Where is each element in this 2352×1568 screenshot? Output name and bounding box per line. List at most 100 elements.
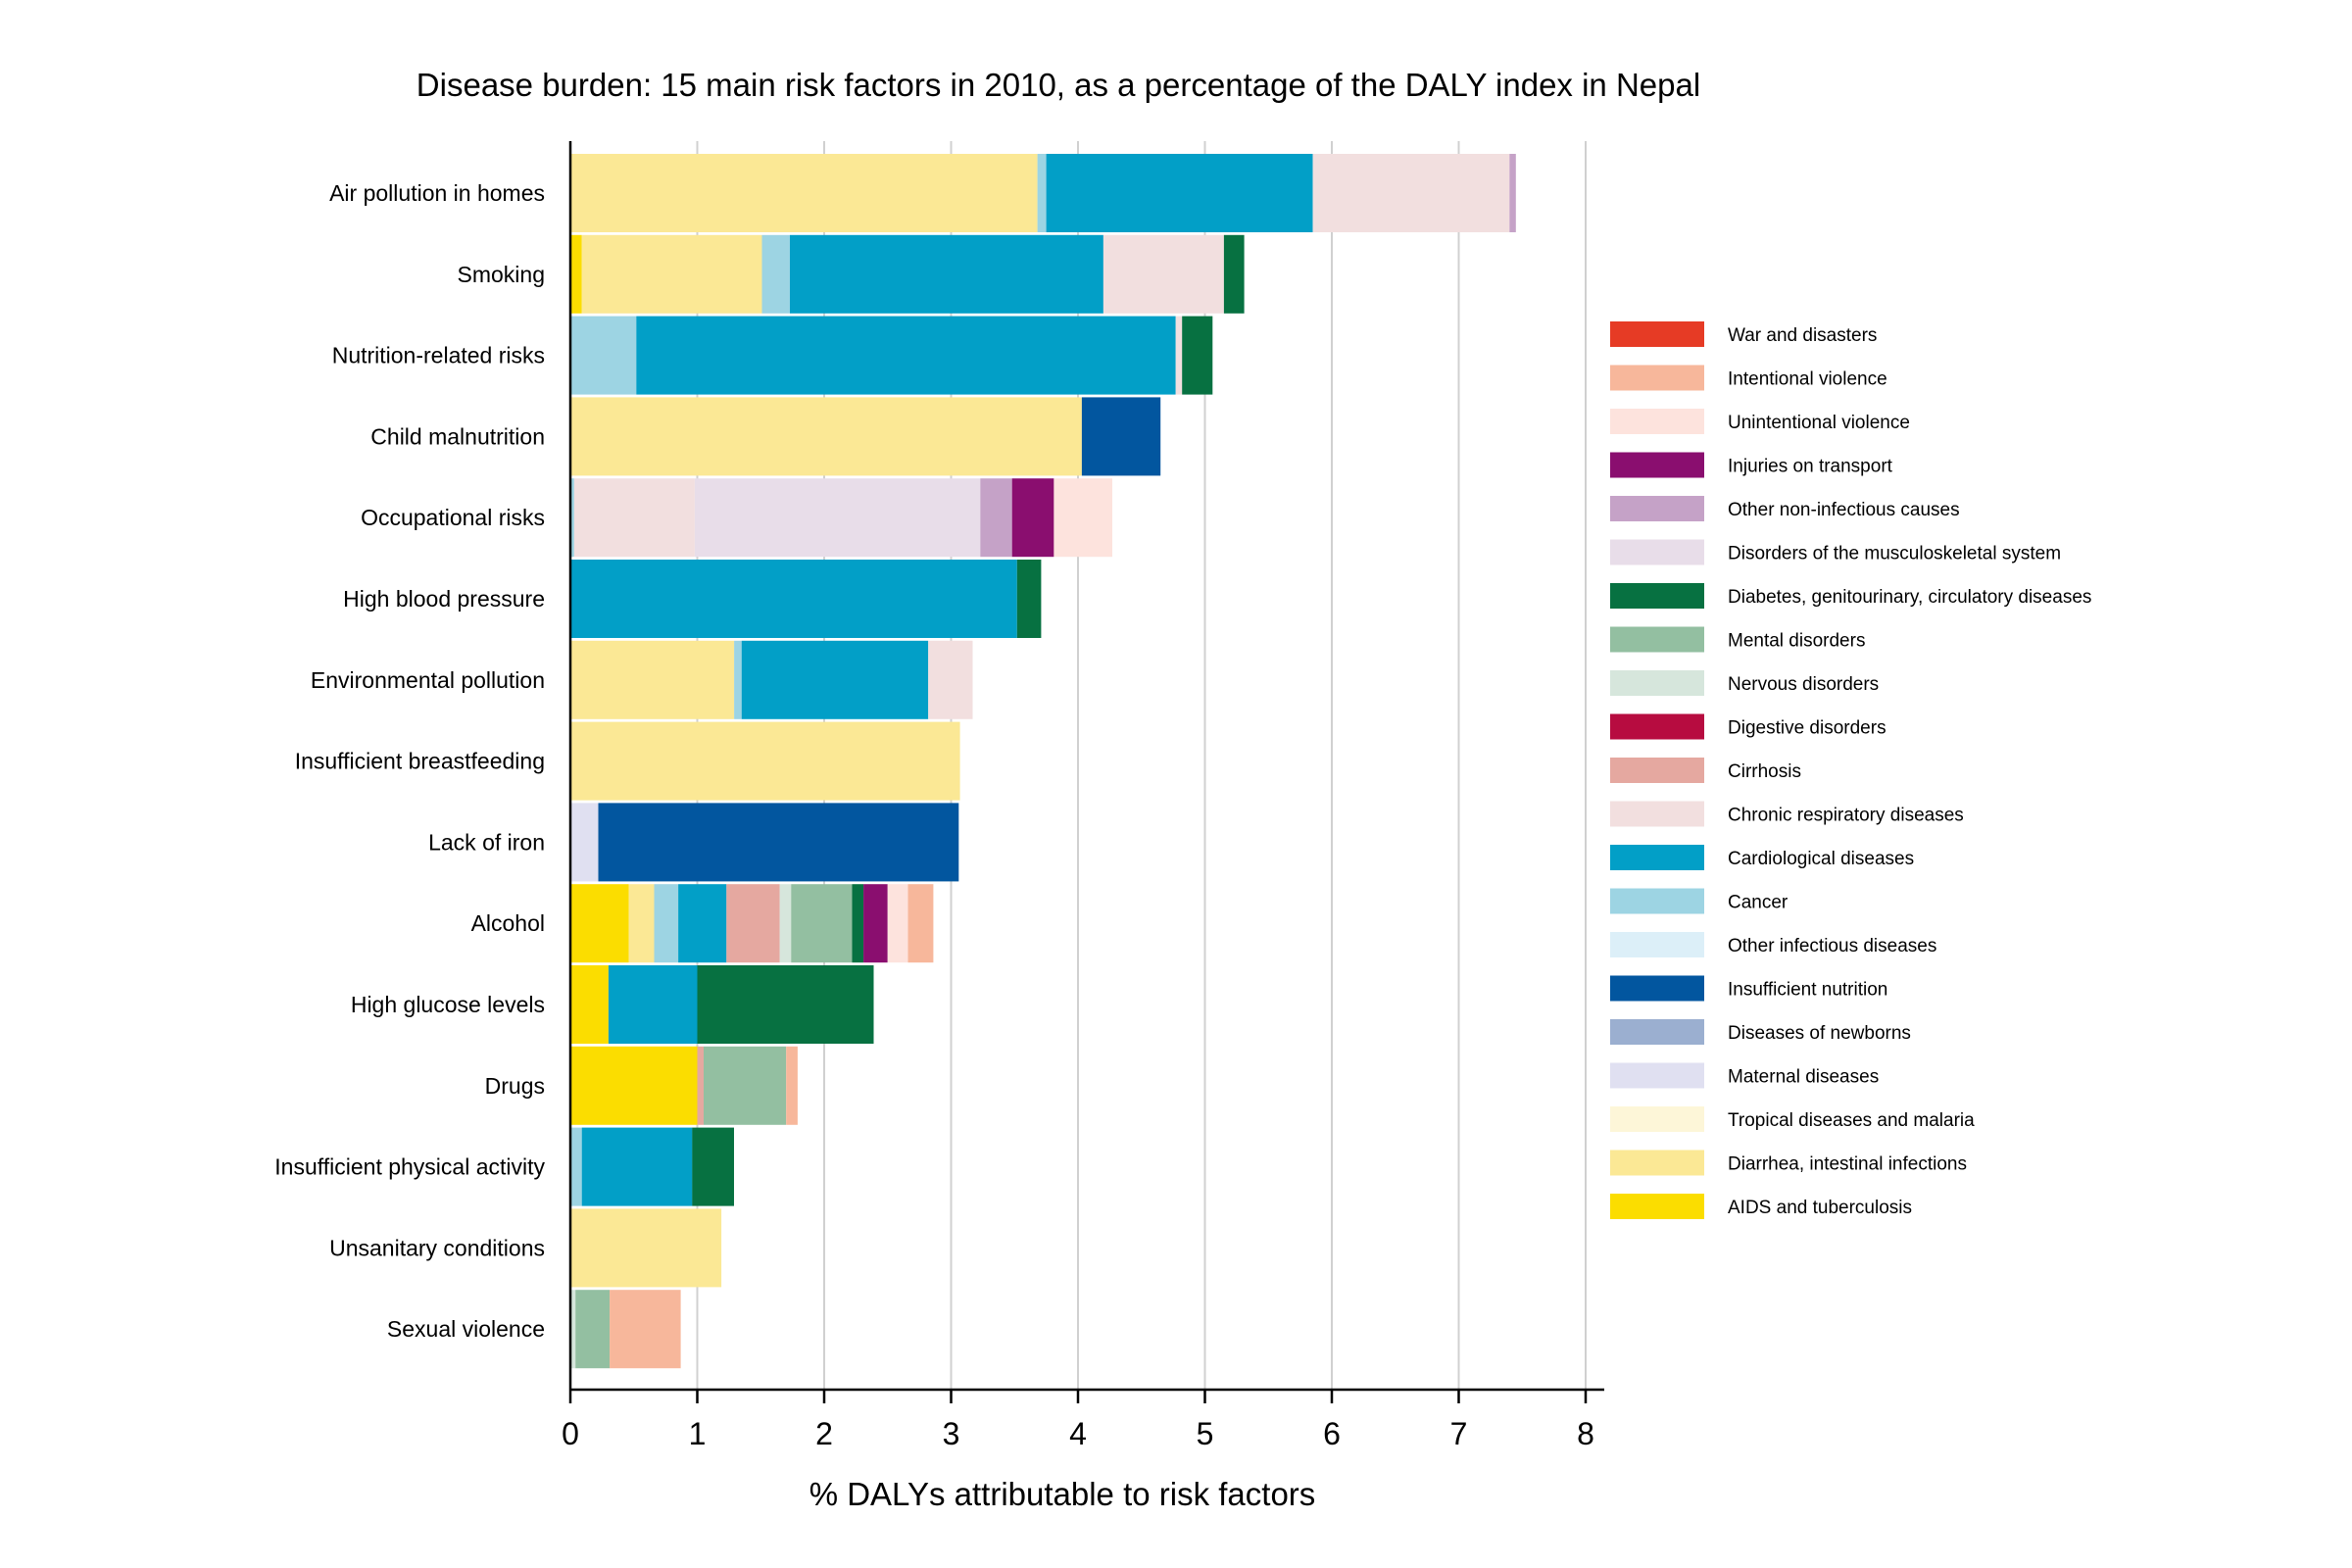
- bar-segment: [1102, 234, 1224, 314]
- x-axis-title: % DALYs attributable to risk factors: [809, 1476, 1316, 1512]
- x-tick-label: 1: [689, 1416, 707, 1451]
- legend-label: Diseases of newborns: [1728, 1023, 1911, 1044]
- legend-label: Diabetes, genitourinary, circulatory dis…: [1728, 587, 2091, 608]
- legend-label: War and disasters: [1728, 325, 1877, 346]
- x-tick-label: 3: [943, 1416, 960, 1451]
- category-label: High glucose levels: [351, 992, 545, 1017]
- bar-segment: [1175, 316, 1183, 395]
- bar-segment: [570, 640, 735, 719]
- bar-segment: [570, 884, 629, 963]
- bar-segment: [636, 316, 1176, 395]
- x-tick-labels: 0 1 2 3 4 5 6 7 8: [562, 1416, 1594, 1451]
- category-label: Drugs: [485, 1073, 545, 1099]
- legend-swatch: [1610, 409, 1704, 434]
- bar-segment: [598, 803, 959, 882]
- bar-segment: [704, 1046, 787, 1125]
- category-labels: Air pollution in homes Smoking Nutrition-r…: [274, 180, 545, 1342]
- legend-swatch: [1610, 713, 1704, 740]
- axes: [568, 141, 1604, 1403]
- legend-swatch: [1610, 1062, 1704, 1089]
- bar-segment: [570, 478, 574, 558]
- legend-swatch: [1610, 365, 1704, 391]
- legend-swatch: [1610, 932, 1704, 957]
- legend-label: Disorders of the musculoskeletal system: [1728, 544, 2061, 564]
- category-label: Alcohol: [471, 910, 545, 936]
- legend-swatch: [1610, 626, 1704, 653]
- legend-label: Digestive disorders: [1728, 718, 1886, 739]
- bar-segment: [570, 397, 1082, 476]
- bar-segment: [570, 721, 960, 801]
- x-tick-label: 5: [1197, 1416, 1214, 1451]
- legend-label: Other non-infectious causes: [1728, 500, 1960, 520]
- bar-segment: [980, 478, 1012, 558]
- legend-swatch: [1610, 583, 1704, 609]
- legend-label: AIDS and tuberculosis: [1728, 1198, 1912, 1218]
- bar-segment: [697, 965, 874, 1044]
- bar-segment: [1312, 154, 1510, 232]
- x-tick-label: 0: [562, 1416, 579, 1451]
- bar-segment: [791, 884, 853, 963]
- x-tick-label: 8: [1577, 1416, 1594, 1451]
- legend-label: Injuries on transport: [1728, 457, 1893, 477]
- x-tick-label: 6: [1323, 1416, 1341, 1451]
- legend-swatch: [1610, 539, 1704, 565]
- bar-segment: [1011, 478, 1054, 558]
- legend-swatch: [1610, 1194, 1704, 1219]
- x-tick-label: 2: [815, 1416, 833, 1451]
- category-label: Insufficient physical activity: [274, 1154, 545, 1180]
- bar-segment: [1054, 478, 1112, 558]
- category-label: Air pollution in homes: [329, 180, 545, 206]
- bar-segment: [734, 640, 742, 719]
- bar-segment: [694, 478, 981, 558]
- legend-label: Cirrhosis: [1728, 761, 1801, 782]
- bar-segment: [1081, 397, 1161, 476]
- bar-segment: [1182, 316, 1213, 395]
- legend-label: Cancer: [1728, 893, 1788, 913]
- legend-label: Maternal diseases: [1728, 1067, 1879, 1088]
- legend-swatch: [1610, 452, 1704, 478]
- bar-segment: [573, 478, 695, 558]
- category-label: Nutrition-related risks: [332, 343, 545, 368]
- bar-segment: [863, 884, 888, 963]
- bar-segment: [1046, 154, 1313, 232]
- legend-label: Mental disorders: [1728, 631, 1865, 652]
- legend-swatch: [1610, 1019, 1704, 1045]
- bars: [570, 154, 1516, 1369]
- legend-swatch: [1610, 1106, 1704, 1132]
- legend-label: Other infectious diseases: [1728, 936, 1936, 956]
- bar-segment: [786, 1046, 798, 1125]
- bar-segment: [697, 1046, 704, 1125]
- legend-label: Nervous disorders: [1728, 674, 1879, 695]
- legend-label: Chronic respiratory diseases: [1728, 806, 1964, 826]
- chart-title: Disease burden: 15 main risk factors in …: [416, 67, 1700, 103]
- bar-segment: [581, 234, 762, 314]
- category-label: Occupational risks: [361, 505, 545, 530]
- bar-segment: [570, 1208, 722, 1288]
- category-label: Insufficient breastfeeding: [295, 749, 545, 774]
- bar-segment: [1223, 234, 1245, 314]
- bar-segment: [570, 154, 1038, 232]
- category-label: High blood pressure: [343, 586, 545, 612]
- bar-segment: [628, 884, 655, 963]
- bar-segment: [741, 640, 929, 719]
- bar-segment: [570, 1046, 698, 1125]
- bar-segment: [1037, 154, 1047, 232]
- legend-label: Unintentional violence: [1728, 413, 1910, 433]
- bar-segment: [581, 1127, 693, 1206]
- legend-swatch: [1610, 321, 1704, 347]
- bar-segment: [790, 234, 1103, 314]
- legend-swatch: [1610, 801, 1704, 827]
- bar-segment: [570, 803, 599, 882]
- bar-segment: [907, 884, 934, 963]
- legend-label: Diarrhea, intestinal infections: [1728, 1154, 1967, 1175]
- bar-segment: [608, 965, 698, 1044]
- bar-segment: [692, 1127, 734, 1206]
- category-label: Child malnutrition: [370, 423, 545, 449]
- category-label: Lack of iron: [428, 829, 545, 855]
- bar-segment: [570, 234, 582, 314]
- legend-swatch: [1610, 496, 1704, 521]
- bar-segment: [761, 234, 790, 314]
- legend-label: Cardiological diseases: [1728, 849, 1914, 869]
- bar-segment: [1016, 560, 1042, 638]
